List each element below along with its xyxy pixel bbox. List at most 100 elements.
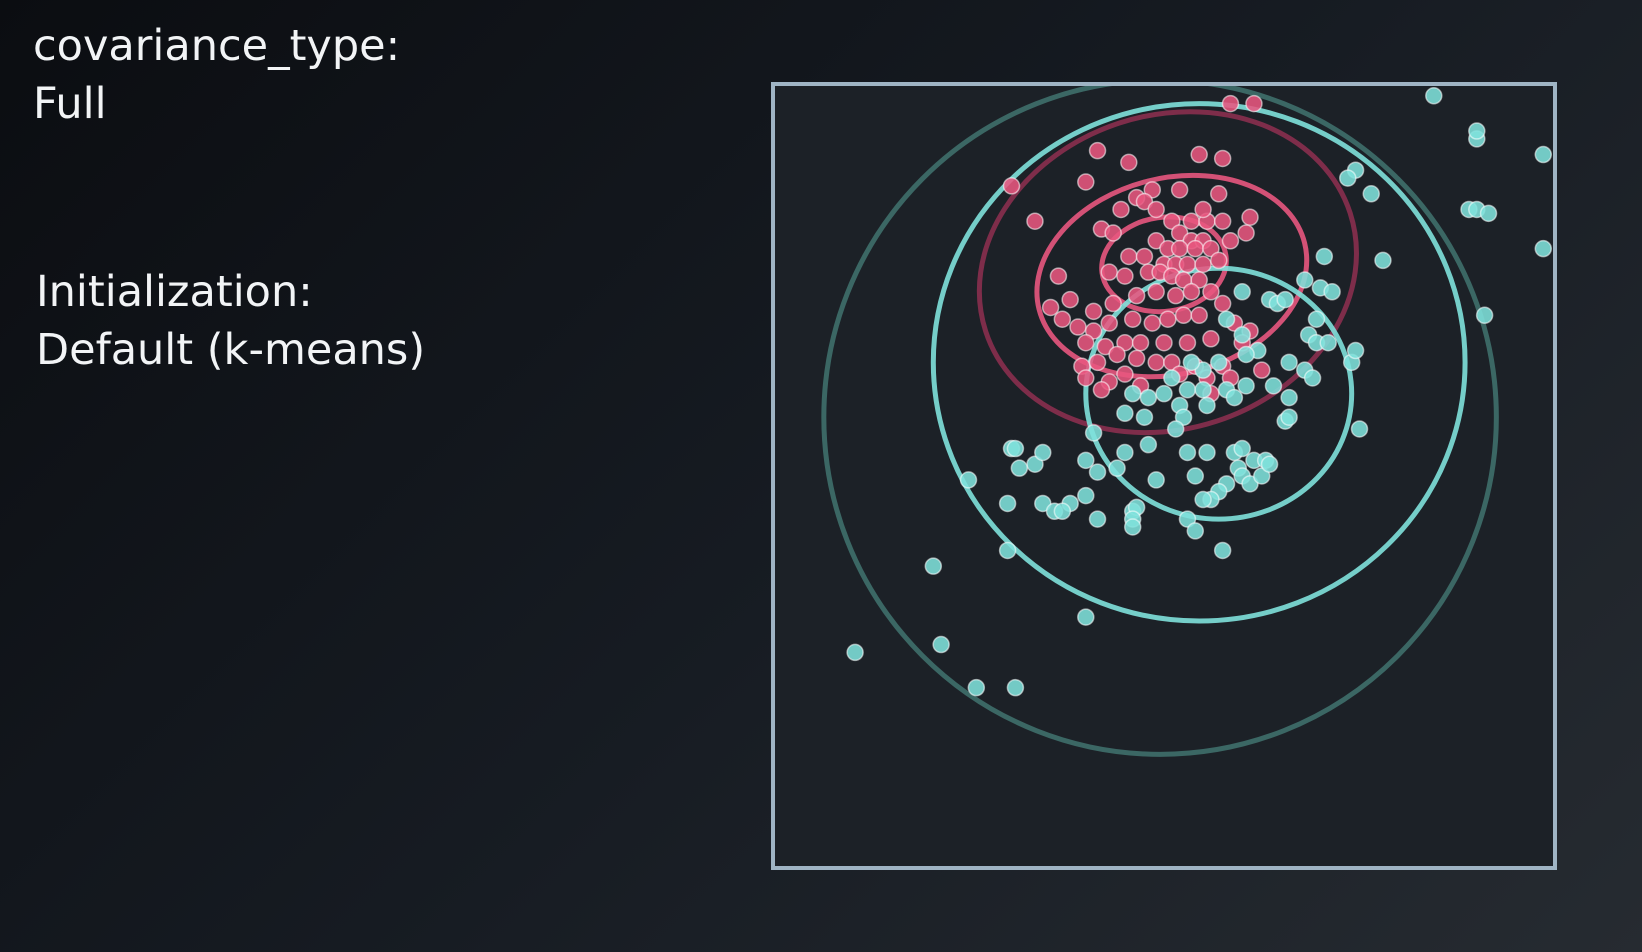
data-point-pink-9 [1002,177,1021,195]
data-point-pink-52 [1127,286,1146,305]
data-point-pink-80 [1108,345,1126,364]
data-point-teal-83 [1260,455,1279,473]
data-point-teal-0 [1425,87,1443,105]
data-point-pink-11 [1209,185,1228,203]
data-point-pink-22 [1237,224,1255,242]
covariance-type-title: covariance_type: [33,21,401,71]
data-point-pink-76 [1202,330,1220,348]
data-point-pink-0 [1221,94,1240,113]
data-point-teal-40 [1264,377,1283,395]
initialization-title: Initialization: [36,267,313,317]
data-point-teal-42 [1303,369,1322,387]
data-point-teal-98 [1186,522,1205,540]
data-point-teal-41 [1280,388,1298,407]
data-point-pink-19 [1194,200,1212,219]
data-point-pink-55 [1182,283,1201,301]
data-point-pink-32 [1186,239,1205,258]
data-point-pink-73 [1131,333,1150,352]
data-point-pink-39 [1194,255,1212,274]
data-point-pink-93 [1092,381,1111,399]
data-point-teal-23 [1233,326,1251,344]
data-point-teal-19 [1276,290,1294,309]
data-point-pink-15 [1147,200,1165,219]
data-point-teal-34 [1209,353,1228,372]
data-point-pink-57 [1213,294,1232,313]
data-point-teal-43 [1123,384,1142,403]
data-point-teal-35 [1182,353,1201,372]
data-point-teal-92 [1088,510,1107,528]
data-point-pink-53 [1147,283,1165,301]
data-point-pink-61 [1123,310,1142,328]
data-point-pink-70 [1077,333,1095,352]
data-point-pink-49 [1061,290,1079,309]
data-point-teal-88 [1077,486,1095,505]
data-point-teal-53 [1135,408,1154,426]
data-point-teal-72 [1034,443,1052,462]
data-point-teal-55 [1139,435,1158,454]
data-point-teal-20 [1475,306,1494,325]
data-point-pink-51 [1104,294,1122,313]
data-points [846,87,1553,697]
data-point-teal-74 [1147,471,1165,489]
data-point-teal-86 [998,494,1017,513]
data-point-teal-96 [1123,518,1142,536]
data-point-teal-21 [1307,310,1326,328]
data-point-pink-64 [1174,306,1193,325]
data-point-teal-103 [932,635,950,654]
data-point-pink-41 [1100,263,1119,281]
data-point-teal-38 [1194,381,1212,399]
data-point-pink-38 [1178,255,1197,274]
data-point-teal-65 [1350,420,1369,438]
data-point-pink-2 [1088,141,1107,160]
data-point-teal-9 [1479,204,1498,223]
data-point-teal-2 [1468,122,1486,140]
data-point-teal-48 [1225,388,1244,407]
data-point-pink-5 [1120,153,1138,172]
data-point-pink-28 [1104,224,1122,242]
data-point-pink-74 [1155,333,1173,352]
data-point-teal-44 [1139,388,1158,407]
data-point-teal-45 [1155,384,1173,403]
data-point-pink-35 [1135,247,1154,266]
data-point-pink-4 [1213,149,1232,168]
data-point-pink-8 [1026,212,1044,230]
initialization-value: Default (k-means) [36,325,426,375]
data-point-teal-26 [1319,333,1337,352]
data-point-pink-34 [1120,247,1138,266]
data-point-teal-85 [959,471,978,489]
data-point-pink-21 [1241,208,1259,227]
data-point-teal-51 [1280,408,1298,426]
data-point-teal-104 [846,643,864,662]
data-point-teal-59 [1178,443,1197,462]
data-point-teal-15 [1323,283,1341,301]
plot-frame [771,82,1557,870]
initialization-label: Initialization: Default (k-means) [36,263,425,379]
data-point-teal-16 [1233,283,1251,301]
covariance-ellipse-teal-3 [821,84,1499,757]
data-point-teal-57 [1084,424,1103,442]
data-point-teal-70 [1010,459,1029,477]
data-point-pink-81 [1127,349,1146,368]
data-point-pink-89 [1116,365,1134,383]
data-point-teal-3 [1534,145,1553,164]
data-point-teal-100 [998,541,1017,560]
data-point-teal-22 [1217,310,1236,328]
covariance-ellipse-pink-0 [976,109,1359,436]
data-point-teal-99 [1213,541,1232,560]
data-point-pink-50 [1084,302,1103,321]
data-point-pink-3 [1190,145,1208,164]
data-point-pink-40 [1209,251,1228,270]
data-point-teal-68 [1088,463,1107,481]
data-point-teal-47 [1198,396,1216,415]
data-point-pink-87 [1077,369,1095,387]
data-point-pink-60 [1100,314,1119,332]
data-point-teal-67 [1108,459,1126,477]
data-point-teal-105 [967,678,986,697]
data-point-teal-52 [1116,404,1134,423]
covariance-type-value: Full [33,79,107,129]
data-point-pink-1 [1245,94,1263,113]
data-point-teal-101 [924,557,943,575]
data-point-teal-73 [1006,439,1025,458]
data-point-teal-102 [1077,608,1095,626]
